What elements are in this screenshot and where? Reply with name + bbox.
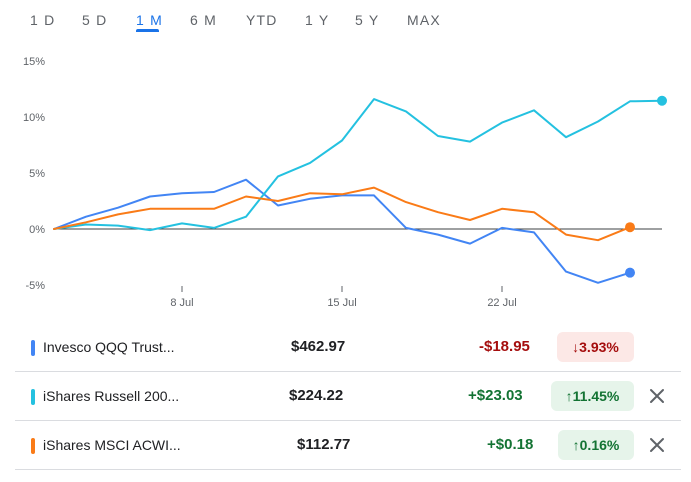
y-tick-label: -5% bbox=[25, 280, 45, 292]
remove-close-icon[interactable] bbox=[647, 386, 667, 406]
holding-change: +$0.18 bbox=[487, 436, 534, 453]
x-tick-label: 22 Jul bbox=[487, 297, 516, 309]
tab-6m[interactable]: 6 M bbox=[190, 12, 217, 28]
tab-1y[interactable]: 1 Y bbox=[305, 12, 330, 28]
tab-5y[interactable]: 5 Y bbox=[355, 12, 380, 28]
arrow-up-icon: ↑ bbox=[572, 437, 580, 453]
holding-row-qqq[interactable]: Invesco QQQ Trust... $462.97 -$18.95 ↓3.… bbox=[15, 323, 681, 372]
holding-percent-badge: ↑0.16% bbox=[558, 430, 634, 460]
series-color-marker bbox=[31, 389, 35, 405]
remove-close-icon[interactable] bbox=[647, 435, 667, 455]
holding-name: Invesco QQQ Trust... bbox=[43, 339, 175, 355]
y-tick-label: 5% bbox=[29, 168, 45, 180]
holding-row-russell[interactable]: iShares Russell 200... $224.22 +$23.03 ↑… bbox=[15, 372, 681, 421]
holding-change: +$23.03 bbox=[468, 387, 523, 404]
holding-name: iShares MSCI ACWI... bbox=[43, 437, 181, 453]
series-line-0 bbox=[53, 178, 631, 284]
arrow-up-icon: ↑ bbox=[565, 388, 573, 404]
tab-max[interactable]: MAX bbox=[407, 12, 441, 28]
series-endpoint-1 bbox=[657, 95, 667, 106]
performance-chart: 15% 10% 5% 0% -5% 8 Jul 15 Jul 22 Jul bbox=[23, 56, 667, 309]
tab-5d[interactable]: 5 D bbox=[82, 12, 108, 28]
series-endpoint-2 bbox=[625, 222, 635, 233]
holding-name: iShares Russell 200... bbox=[43, 388, 180, 404]
y-tick-label: 10% bbox=[23, 112, 45, 124]
x-tick-label: 8 Jul bbox=[170, 297, 193, 309]
holding-percent-badge: ↓3.93% bbox=[557, 332, 634, 362]
time-range-tabs: 1 D 5 D 1 M 6 M YTD 1 Y 5 Y MAX bbox=[0, 0, 691, 40]
holding-price: $224.22 bbox=[289, 387, 344, 404]
tab-1d[interactable]: 1 D bbox=[30, 12, 56, 28]
holding-percent-badge: ↑11.45% bbox=[551, 381, 634, 411]
active-tab-indicator bbox=[136, 29, 159, 32]
y-tick-label: 0% bbox=[29, 224, 45, 236]
y-tick-label: 15% bbox=[23, 56, 45, 68]
x-tick-label: 15 Jul bbox=[327, 297, 356, 309]
holding-price: $462.97 bbox=[291, 338, 346, 355]
tab-1m[interactable]: 1 M bbox=[136, 12, 163, 28]
series-endpoint-0 bbox=[625, 267, 635, 278]
tab-ytd[interactable]: YTD bbox=[246, 12, 278, 28]
series-line-1 bbox=[53, 98, 663, 232]
holding-row-acwi[interactable]: iShares MSCI ACWI... $112.77 +$0.18 ↑0.1… bbox=[15, 421, 681, 470]
percent-value: 3.93% bbox=[579, 339, 619, 355]
series-color-marker bbox=[31, 340, 35, 356]
holding-change: -$18.95 bbox=[479, 338, 530, 355]
percent-value: 11.45% bbox=[572, 388, 620, 404]
series-color-marker bbox=[31, 438, 35, 454]
percent-value: 0.16% bbox=[579, 437, 620, 453]
arrow-down-icon: ↓ bbox=[572, 339, 580, 355]
series-line-2 bbox=[53, 186, 631, 242]
holding-price: $112.77 bbox=[297, 436, 351, 453]
